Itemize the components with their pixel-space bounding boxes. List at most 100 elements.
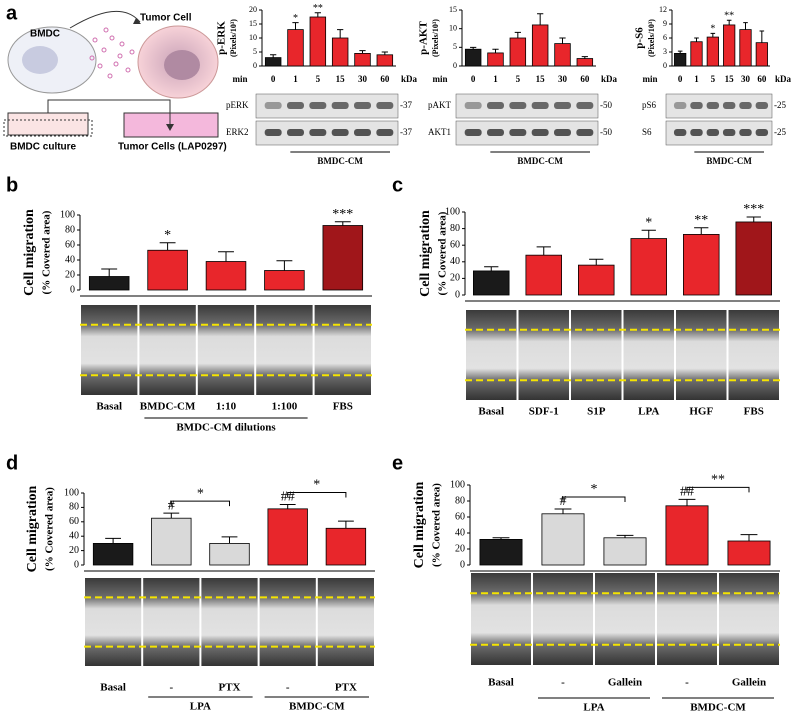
scratch-image xyxy=(595,573,655,665)
blot-band xyxy=(331,129,349,136)
y-tick-label: 5 xyxy=(253,47,257,56)
x-axis-label: min xyxy=(432,74,447,84)
bar xyxy=(509,37,527,67)
nucleus xyxy=(22,46,58,74)
error-bar xyxy=(641,229,656,239)
bar xyxy=(578,264,615,296)
significance-label: ** xyxy=(711,473,725,488)
scratch-image xyxy=(256,305,313,395)
blot-label: pERK xyxy=(226,100,249,110)
x-tick-label: 0 xyxy=(271,74,276,84)
scratch-image xyxy=(533,573,593,665)
y-tick-label: 60 xyxy=(69,516,79,527)
bar xyxy=(576,58,594,67)
error-bar xyxy=(337,29,344,38)
x-tick-label: - xyxy=(169,682,173,694)
blot-band xyxy=(354,102,371,109)
bar xyxy=(287,29,304,67)
x-tick-label: 0 xyxy=(471,74,476,84)
bar xyxy=(706,36,719,67)
y-tick-label: 60 xyxy=(455,511,465,522)
x-tick-label: Gallein xyxy=(608,677,642,689)
scratch-image xyxy=(317,578,374,666)
error-bar xyxy=(334,221,351,226)
blot-band xyxy=(576,102,594,109)
error-bar xyxy=(694,37,699,42)
bar xyxy=(92,543,134,566)
blot-band xyxy=(531,102,549,109)
blot-label: pS6 xyxy=(642,100,657,110)
y-tick-label: 15 xyxy=(249,19,257,28)
y-tick-label: 0 xyxy=(455,289,460,300)
group-label: BMDC-CM xyxy=(517,156,563,166)
bar xyxy=(683,234,720,296)
blot-band xyxy=(706,102,720,109)
blot-band xyxy=(509,129,527,136)
error-bar xyxy=(726,19,732,25)
panel-label: b xyxy=(6,174,18,196)
error-bar xyxy=(279,504,296,509)
bar xyxy=(147,249,188,291)
error-bar xyxy=(759,30,765,43)
group-label: BMDC-CM xyxy=(317,156,363,166)
significance-label: *** xyxy=(332,207,353,222)
error-bar xyxy=(314,12,321,17)
panel-label: a xyxy=(6,2,18,24)
x-tick-label: BMDC-CM xyxy=(140,401,196,413)
y-axis-label: (Pixels/10³) xyxy=(229,19,238,57)
x-axis-label: min xyxy=(642,74,657,84)
bar xyxy=(690,41,703,67)
x-tick-label: 30 xyxy=(558,74,568,84)
x-tick-label: FBS xyxy=(744,406,764,418)
error-bar xyxy=(276,260,293,271)
blot-band xyxy=(487,129,504,136)
x-tick-label: - xyxy=(561,677,565,689)
x-tick-label: 5 xyxy=(711,74,716,84)
y-tick-label: 20 xyxy=(450,273,460,284)
y-tick-label: 10 xyxy=(249,33,257,42)
y-axis-label: p-AKT xyxy=(418,21,430,55)
significance-label: * xyxy=(645,215,652,230)
bracket xyxy=(170,500,230,507)
error-bar xyxy=(743,22,748,30)
y-tick-label: 80 xyxy=(69,502,79,513)
error-bar xyxy=(101,268,118,277)
x-tick-label: 15 xyxy=(336,74,346,84)
y-tick-label: 20 xyxy=(69,545,79,556)
x-tick-label: 1 xyxy=(493,74,498,84)
bar xyxy=(723,24,736,67)
blot-band xyxy=(739,129,752,136)
error-bar xyxy=(581,56,588,59)
bar xyxy=(325,527,367,566)
bar xyxy=(264,57,282,67)
x-axis-label: min xyxy=(232,74,247,84)
scratch-image xyxy=(197,305,255,395)
blot-label: pAKT xyxy=(428,100,451,110)
error-bar xyxy=(536,246,551,256)
x-tick-label: 60 xyxy=(580,74,590,84)
bar xyxy=(735,221,773,296)
panel-label: c xyxy=(392,174,403,196)
scratch-image xyxy=(719,573,779,665)
x-tick-label: 15 xyxy=(536,74,546,84)
bar xyxy=(464,48,482,67)
y-tick-label: 20 xyxy=(65,269,75,280)
y-tick-label: 0 xyxy=(70,284,75,295)
y-axis-label: p-ERK xyxy=(216,21,228,55)
x-tick-label: 5 xyxy=(316,74,321,84)
blot-band xyxy=(331,102,349,109)
y-tick-label: 60 xyxy=(65,239,75,250)
y-tick-label: 0 xyxy=(253,61,257,70)
significance-label: * xyxy=(313,478,320,493)
bar xyxy=(541,513,585,566)
blot-band xyxy=(264,102,282,109)
y-tick-label: 100 xyxy=(445,206,460,217)
scratch-image xyxy=(466,310,517,400)
diagram-label: Tumor Cells (LAP0297) xyxy=(118,142,227,153)
blot-band xyxy=(755,102,769,109)
x-tick-label: 5 xyxy=(516,74,521,84)
x-tick-label: 15 xyxy=(725,74,735,84)
diagram: BMDC Tumor Cell BMDC culture Tumor Cells… xyxy=(3,10,227,153)
bar xyxy=(630,238,668,296)
